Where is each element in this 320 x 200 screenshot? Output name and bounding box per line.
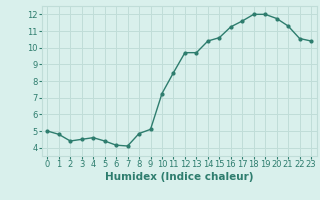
X-axis label: Humidex (Indice chaleur): Humidex (Indice chaleur) [105, 172, 253, 182]
